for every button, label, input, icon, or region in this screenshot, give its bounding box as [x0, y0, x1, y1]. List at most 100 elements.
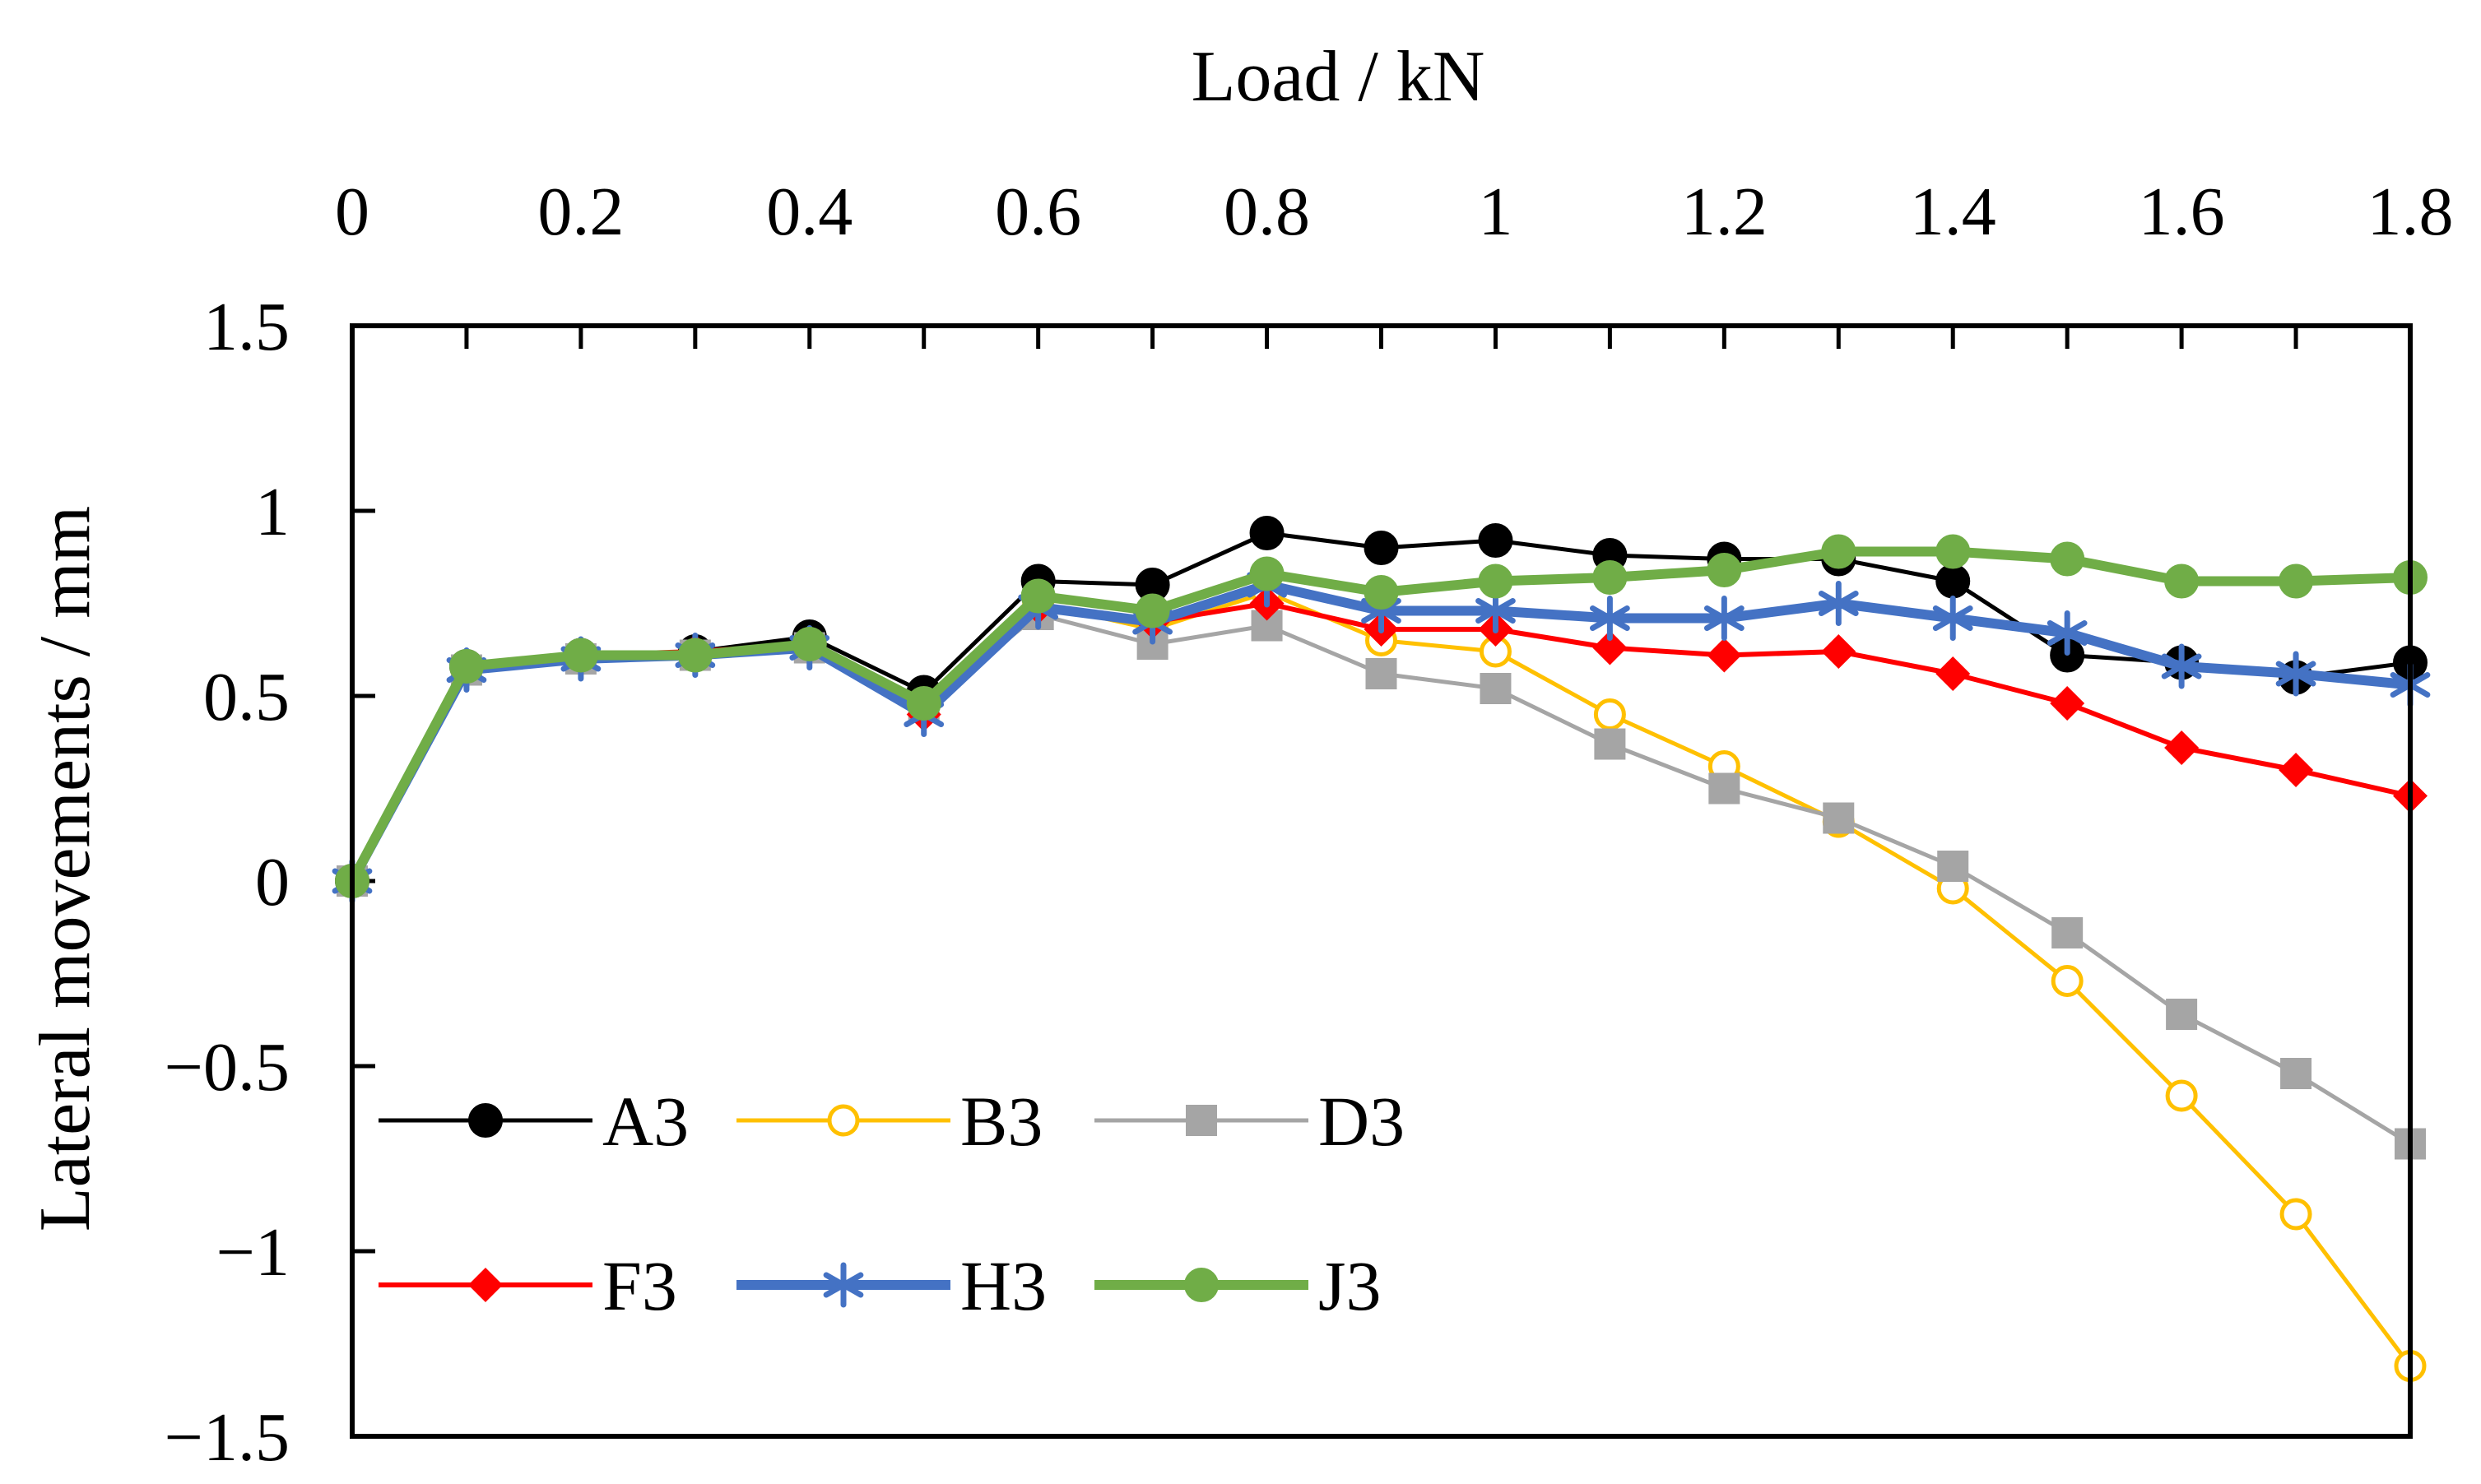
data-point	[1135, 593, 1170, 628]
series-j3	[335, 534, 2428, 898]
y-tick-label: 1	[255, 474, 290, 550]
data-point	[468, 1103, 503, 1138]
y-tick-label: −0.5	[165, 1029, 290, 1106]
data-point	[2161, 643, 2202, 689]
data-point	[1365, 658, 1397, 689]
data-point	[1935, 656, 1971, 691]
data-point	[1249, 556, 1285, 591]
asterisk-stroke	[1590, 605, 1630, 631]
data-point	[2165, 1079, 2198, 1112]
data-point	[1703, 596, 1745, 641]
legend: A3 B3 D3 F3 H3 J3	[379, 1082, 1405, 1325]
data-point	[1249, 516, 1285, 550]
series-h3	[332, 562, 2431, 904]
data-point	[1364, 575, 1399, 610]
asterisk-stroke	[823, 1272, 864, 1298]
data-point	[2164, 730, 2200, 765]
data-point	[2050, 686, 2085, 721]
data-point	[1823, 802, 1855, 834]
data-point	[468, 1268, 503, 1302]
data-point	[1821, 634, 1856, 669]
data-point	[2279, 563, 2314, 599]
asterisk-stroke	[1703, 605, 1745, 631]
asterisk-stroke	[2275, 661, 2316, 687]
data-point	[1937, 851, 1969, 882]
x-tick-label: 1.8	[2367, 174, 2454, 250]
data-point	[1818, 581, 1859, 626]
data-point	[1020, 578, 1056, 614]
data-point	[792, 627, 827, 661]
y-tick-label: −1.5	[165, 1399, 290, 1476]
legend-label: H3	[960, 1246, 1047, 1325]
data-point	[823, 1262, 864, 1308]
x-tick-labels: 0 0.2 0.4 0.6 0.8 1 1.2 1.4 1.6 1.8	[335, 174, 2454, 349]
legend-label: B3	[960, 1082, 1043, 1161]
legend-item-d3: D3	[1094, 1082, 1405, 1161]
data-point	[563, 638, 598, 673]
legend-item-b3: B3	[736, 1082, 1043, 1161]
data-point	[1592, 560, 1628, 595]
x-tick-label: 0.8	[1224, 174, 1310, 250]
data-point	[906, 686, 941, 721]
data-point	[1821, 534, 1856, 569]
data-point	[2051, 917, 2084, 948]
asterisk-stroke	[1818, 591, 1859, 616]
asterisk-stroke	[1932, 605, 1973, 631]
legend-label: J3	[1318, 1246, 1381, 1325]
y-tick-label: −1	[216, 1214, 290, 1291]
legend-item-h3: H3	[736, 1246, 1047, 1325]
data-point	[1707, 638, 1742, 673]
y-tick-label: 1.5	[203, 289, 290, 365]
x-tick-label: 1.4	[1910, 174, 1996, 250]
data-point	[2050, 541, 2085, 577]
data-point	[2164, 563, 2200, 599]
data-point	[2047, 610, 2088, 656]
asterisk-stroke	[2161, 653, 2202, 679]
data-point	[2166, 999, 2198, 1030]
data-point	[1592, 630, 1628, 665]
series-a3	[335, 516, 2428, 898]
data-point	[1935, 563, 1971, 599]
data-point	[827, 1104, 860, 1137]
legend-item-a3: A3	[379, 1082, 689, 1161]
data-point	[2051, 965, 2084, 997]
series-d3	[337, 599, 2426, 1160]
plot-area-frame	[350, 323, 2413, 1439]
x-tick-label: 0.2	[537, 174, 624, 250]
data-point	[448, 649, 484, 684]
legend-label: A3	[602, 1082, 689, 1161]
data-point	[677, 638, 713, 673]
data-point	[2279, 753, 2314, 787]
data-point	[1593, 698, 1626, 730]
data-point	[1184, 1268, 1219, 1302]
x-axis-title: Load / kN	[1192, 37, 1485, 117]
data-point	[2280, 1058, 2312, 1089]
series-line	[350, 612, 2412, 1146]
data-point	[1590, 596, 1630, 641]
legend-label: F3	[602, 1246, 677, 1325]
x-tick-label: 0.6	[995, 174, 1081, 250]
y-tick-label: 0.5	[203, 659, 290, 735]
legend-label: D3	[1318, 1082, 1405, 1161]
data-point	[1932, 596, 1973, 641]
x-tick-label: 0	[335, 174, 369, 250]
data-point	[1364, 531, 1399, 565]
y-tick-label: 0	[255, 844, 290, 921]
asterisk-stroke	[1475, 598, 1516, 624]
data-point	[1594, 728, 1626, 760]
asterisk-stroke	[2047, 620, 2088, 646]
data-point	[1478, 523, 1513, 558]
legend-item-j3: J3	[1094, 1246, 1381, 1325]
y-axis-title: Lateral movements / mm	[26, 506, 105, 1231]
data-point	[1186, 1105, 1217, 1136]
data-point	[1480, 673, 1512, 704]
data-point	[1935, 534, 1971, 569]
data-point	[2275, 651, 2316, 697]
x-tick-label: 1.6	[2139, 174, 2225, 250]
x-tick-label: 1	[1478, 174, 1512, 250]
series-layer	[332, 516, 2431, 1382]
data-point	[1708, 772, 1740, 805]
x-tick-label: 0.4	[766, 174, 853, 250]
legend-item-f3: F3	[379, 1246, 677, 1325]
